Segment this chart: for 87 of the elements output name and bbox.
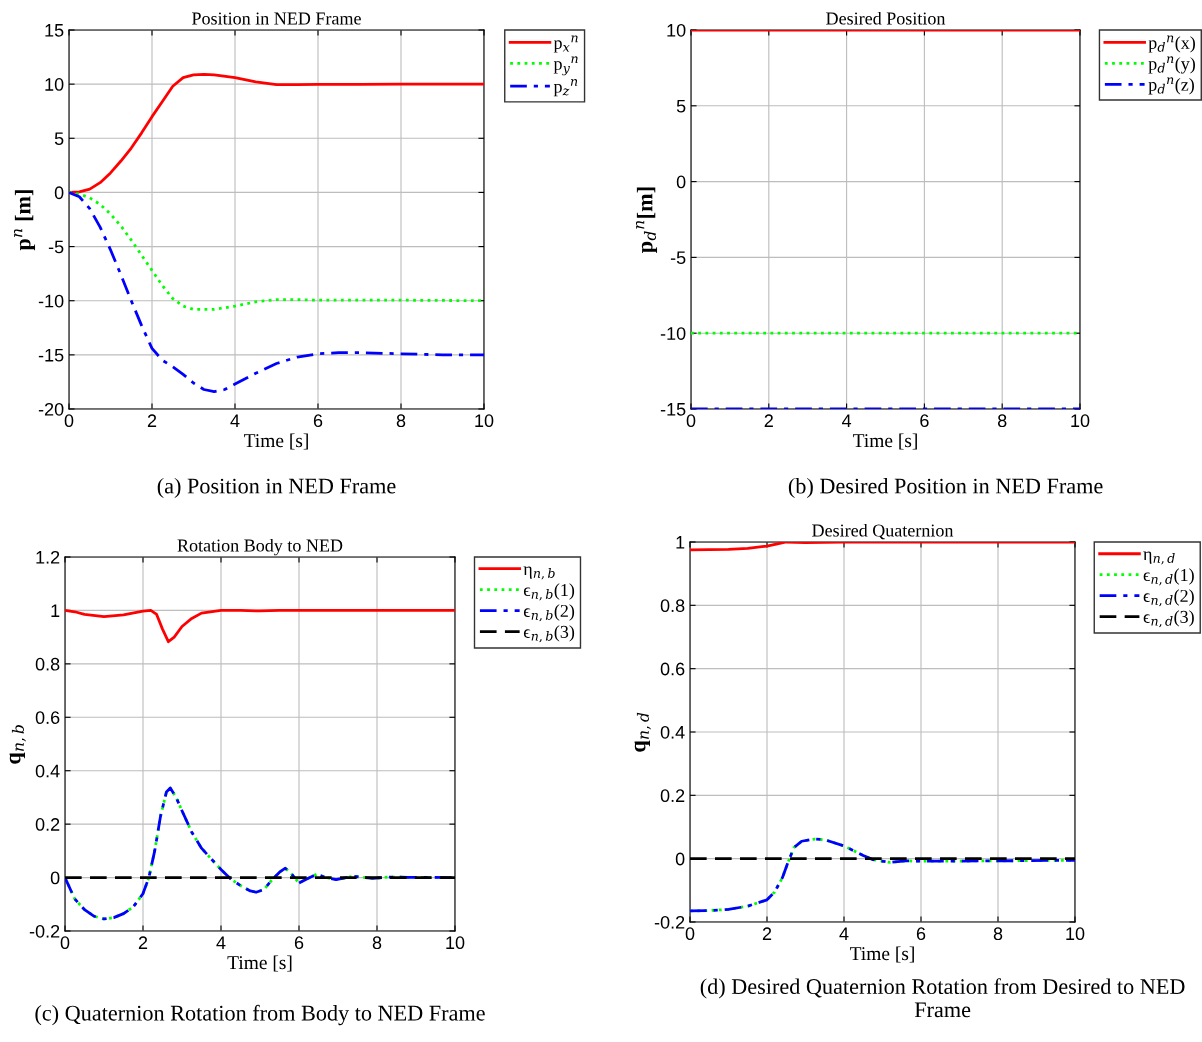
- y-tick-label: -10: [38, 294, 64, 308]
- x-tick-label: 0: [686, 414, 696, 428]
- x-tick-label: 4: [839, 927, 849, 940]
- legend-label: p$_{d}$$^{n}$(y): [1148, 56, 1195, 74]
- y-tick-label: 5: [54, 132, 64, 146]
- y-tick-label: -10: [660, 327, 686, 340]
- legend-label: ϵ$_{n,b}$(1): [523, 583, 575, 601]
- x-tick-label: 8: [997, 414, 1007, 428]
- legend-label: ϵ$_{n,d}$(1): [1143, 568, 1194, 586]
- line-series: [690, 837, 1075, 913]
- y-tick-label: -5: [48, 240, 64, 254]
- chart-title: Desired Position: [826, 11, 946, 25]
- x-tick-label: 6: [294, 936, 304, 950]
- line-series: [65, 609, 455, 644]
- y-axis-title: q$_{n,b}$: [9, 725, 26, 764]
- y-tick-label: 0.8: [35, 657, 60, 671]
- text: (d) Desired Quaternion Rotation from Desired to NED Frame: [700, 978, 1185, 1018]
- legend-label: ϵ$_{n,d}$(2): [1143, 589, 1194, 607]
- legend-label: η$_{n,d}$: [1143, 551, 1175, 565]
- x-tick-label: 2: [764, 414, 773, 427]
- x-tick-label: 6: [920, 414, 929, 428]
- x-tick-label: 8: [993, 927, 1003, 941]
- x-axis-title: Time [s]: [852, 433, 917, 450]
- x-tick-label: 0: [64, 414, 74, 428]
- line-series: [69, 73, 484, 194]
- y-tick-label: 1: [676, 536, 685, 549]
- y-tick-label: 0.6: [35, 711, 60, 725]
- x-tick-label: 10: [1066, 927, 1085, 941]
- x-tick-label: 8: [372, 936, 382, 950]
- legend-label: ϵ$_{n,b}$(3): [523, 625, 575, 643]
- y-tick-label: -20: [38, 402, 64, 416]
- line-series: [69, 191, 484, 311]
- y-tick-label: 0: [50, 871, 60, 885]
- y-tick-label: 1.2: [36, 550, 60, 564]
- line-series: [69, 191, 484, 394]
- y-tick-label: 0: [676, 175, 686, 189]
- x-tick-label: 2: [147, 414, 157, 427]
- legend-label: p$_{x}$$^{n}$: [553, 35, 578, 53]
- y-axis-title: p$_{d}$$^{n}$[m]: [635, 187, 658, 253]
- legend-label: p$_{z}$$^{n}$: [553, 79, 578, 97]
- x-tick-label: 6: [916, 927, 926, 941]
- x-tick-label: 8: [396, 414, 406, 428]
- y-tick-label: 0.6: [660, 662, 685, 676]
- y-axis-title: p$^{n}$ [m]: [13, 190, 36, 251]
- legend-label: ϵ$_{n,b}$(2): [523, 604, 575, 622]
- chart-title: Rotation Body to NED: [177, 538, 343, 556]
- y-tick-label: 15: [45, 24, 64, 37]
- x-axis-title: Time [s]: [227, 955, 292, 972]
- y-tick-label: -15: [38, 348, 64, 362]
- y-tick-label: 10: [45, 78, 64, 91]
- y-tick-label: -0.2: [29, 924, 60, 938]
- y-tick-label: 0: [54, 186, 64, 200]
- x-tick-label: 4: [230, 414, 240, 427]
- y-tick-label: 0.4: [660, 725, 685, 739]
- y-tick-label: 10: [667, 23, 686, 37]
- legend-label: p$_{y}$$^{n}$: [553, 56, 578, 76]
- text: (c) Quaternion Rotation from Body to NED Frame: [35, 1004, 485, 1026]
- text: (a) Position in NED Frame: [157, 477, 396, 499]
- y-tick-label: 0.2: [660, 789, 685, 803]
- legend-label: p$_{d}$$^{n}$(x): [1148, 35, 1195, 53]
- x-axis-title: Time [s]: [849, 946, 914, 963]
- y-axis-title: q$_{n,d}$: [634, 712, 651, 752]
- chart-title: Position in NED Frame: [192, 12, 361, 25]
- x-tick-label: 4: [841, 414, 852, 427]
- text: (b) Desired Position in NED Frame: [788, 477, 1103, 499]
- y-tick-label: 1: [51, 604, 60, 617]
- y-tick-label: -5: [670, 251, 686, 265]
- legend-label: η$_{n,b}$: [523, 566, 555, 580]
- y-tick-label: 0.8: [660, 599, 685, 613]
- x-tick-label: 10: [1071, 414, 1090, 428]
- chart-title: Desired Quaternion: [812, 523, 954, 540]
- y-tick-label: 0.4: [35, 764, 60, 778]
- legend-label: p$_{d}$$^{n}$(z): [1148, 77, 1194, 95]
- x-tick-label: 10: [475, 414, 494, 428]
- x-tick-label: 6: [313, 414, 323, 428]
- y-tick-label: -15: [660, 403, 686, 416]
- x-tick-label: 0: [685, 927, 695, 941]
- y-tick-label: 0.2: [35, 818, 60, 831]
- x-tick-label: 4: [216, 936, 226, 949]
- legend-label: ϵ$_{n,d}$(3): [1143, 610, 1194, 628]
- x-axis-title: Time [s]: [243, 433, 308, 450]
- x-tick-label: 2: [762, 927, 772, 940]
- y-tick-label: -0.2: [654, 915, 685, 929]
- y-tick-label: 0: [675, 852, 685, 866]
- x-tick-label: 10: [446, 936, 465, 950]
- y-tick-label: 5: [676, 99, 686, 113]
- x-tick-label: 2: [138, 936, 148, 949]
